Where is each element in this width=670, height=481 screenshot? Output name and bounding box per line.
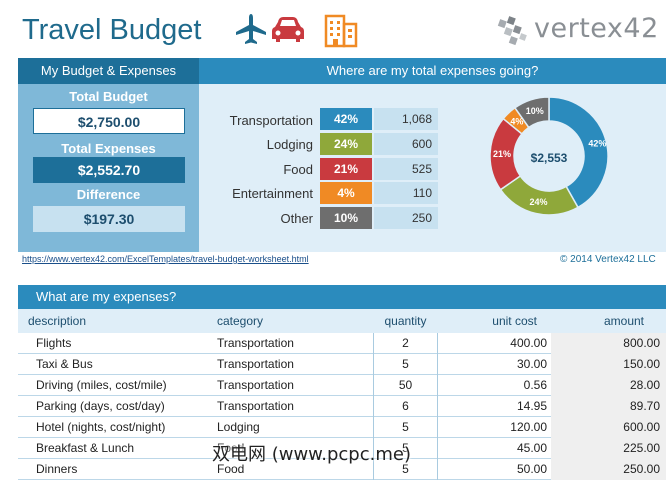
vertex42-logo[interactable]: vertex42 [497, 12, 665, 48]
total-expenses-label: Total Expenses [61, 141, 156, 156]
row-description[interactable]: Dinners [36, 462, 78, 476]
row-description[interactable]: Driving (miles, cost/mile) [36, 378, 167, 392]
copyright-text: © 2014 Vertex42 LLC [560, 254, 656, 265]
column-header-amount[interactable]: amount [551, 309, 644, 333]
expenses-heading: What are my expenses? [18, 285, 666, 309]
row-quantity[interactable]: 2 [373, 333, 438, 354]
row-quantity[interactable]: 5 [373, 459, 438, 480]
category-percent: 42% [320, 108, 372, 130]
row-unit-cost[interactable]: 45.00 [516, 441, 547, 455]
row-unit-cost[interactable]: 50.00 [516, 462, 547, 476]
row-unit-cost[interactable]: 0.56 [523, 378, 547, 392]
category-label: Food [283, 162, 313, 177]
row-amount: 250.00 [551, 459, 666, 480]
column-header-description[interactable]: description [28, 309, 178, 333]
row-category[interactable]: Lodging [217, 420, 260, 434]
donut-slice-label: 42% [588, 138, 606, 148]
row-unit-cost[interactable]: 400.00 [510, 336, 547, 350]
row-category[interactable]: Transportation [217, 399, 294, 413]
table-row[interactable]: Flights Transportation 2 400.00 800.00 [18, 333, 666, 354]
row-quantity[interactable]: 5 [373, 354, 438, 375]
donut-slice-other [513, 96, 550, 129]
table-row[interactable]: Dinners Food 5 50.00 250.00 [18, 459, 666, 480]
row-category[interactable]: Food [217, 441, 245, 455]
category-amount: 110 [374, 182, 438, 204]
logo-text: vertex42 [534, 13, 659, 44]
row-unit-cost[interactable]: 30.00 [516, 357, 547, 371]
row-description[interactable]: Flights [36, 336, 72, 350]
category-label: Transportation [229, 113, 313, 128]
table-row[interactable]: Breakfast & Lunch Food 5 45.00 225.00 [18, 438, 666, 459]
expenses-donut-chart: $2,553 42% 24% 21% 4%10% [489, 96, 609, 216]
difference-value: $197.30 [33, 206, 185, 232]
donut-slice-transportation [548, 96, 609, 209]
row-quantity[interactable]: 5 [373, 438, 438, 459]
column-header-quantity[interactable]: quantity [373, 309, 438, 333]
watermark-text: 双电网 (www.pcpc.me) [212, 444, 411, 465]
column-header-category[interactable]: category [217, 309, 337, 333]
table-row[interactable]: Hotel (nights, cost/night) Lodging 5 120.00… [18, 417, 666, 438]
category-percent: 4% [320, 182, 372, 204]
table-row[interactable]: Parking (days, cost/day) Transportation 6 1… [18, 396, 666, 417]
logo-mark-icon [497, 16, 527, 46]
column-header-unit-cost[interactable]: unit cost [438, 309, 537, 333]
row-quantity[interactable]: 50 [373, 375, 438, 396]
row-description[interactable]: Hotel (nights, cost/night) [36, 420, 166, 434]
budget-heading: My Budget & Expenses [18, 58, 199, 84]
row-category[interactable]: Transportation [217, 336, 294, 350]
category-label: Entertainment [232, 186, 313, 201]
total-budget-label: Total Budget [69, 89, 148, 104]
row-amount: 28.00 [551, 375, 666, 396]
category-percent: 21% [320, 158, 372, 180]
row-amount: 600.00 [551, 417, 666, 438]
row-description[interactable]: Taxi & Bus [36, 357, 93, 371]
row-amount: 89.70 [551, 396, 666, 417]
car-icon [272, 17, 304, 42]
airplane-icon [236, 14, 266, 44]
row-amount: 225.00 [551, 438, 666, 459]
building-icon [324, 14, 358, 48]
row-amount: 800.00 [551, 333, 666, 354]
category-label: Other [280, 211, 313, 226]
category-percent: 10% [320, 207, 372, 229]
total-expenses-value: $2,552.70 [33, 157, 185, 183]
row-unit-cost[interactable]: 120.00 [510, 420, 547, 434]
total-budget-input[interactable]: $2,750.00 [33, 108, 185, 134]
row-category[interactable]: Transportation [217, 357, 294, 371]
category-percent: 24% [320, 133, 372, 155]
row-amount: 150.00 [551, 354, 666, 375]
donut-center-label: $2,553 [531, 151, 568, 165]
breakdown-heading: Where are my total expenses going? [199, 58, 666, 84]
donut-slice-label: 24% [529, 197, 547, 207]
category-amount: 1,068 [374, 108, 438, 130]
donut-slice-label: 21% [493, 149, 511, 159]
row-unit-cost[interactable]: 14.95 [516, 399, 547, 413]
row-quantity[interactable]: 6 [373, 396, 438, 417]
row-category[interactable]: Food [217, 462, 245, 476]
page-title: Travel Budget [22, 14, 202, 46]
row-description[interactable]: Breakfast & Lunch [36, 441, 135, 455]
donut-slice-label: 10% [526, 106, 544, 116]
difference-label: Difference [76, 187, 141, 202]
template-link[interactable]: https://www.vertex42.com/ExcelTemplates/… [22, 254, 309, 264]
row-description[interactable]: Parking (days, cost/day) [36, 399, 165, 413]
table-row[interactable]: Driving (miles, cost/mile) Transportation… [18, 375, 666, 396]
row-quantity[interactable]: 5 [373, 417, 438, 438]
category-amount: 250 [374, 207, 438, 229]
category-amount: 525 [374, 158, 438, 180]
table-row[interactable]: Taxi & Bus Transportation 5 30.00 150.00 [18, 354, 666, 375]
row-category[interactable]: Transportation [217, 378, 294, 392]
category-amount: 600 [374, 133, 438, 155]
category-label: Lodging [266, 137, 313, 152]
donut-slice-label: 4% [510, 117, 523, 127]
